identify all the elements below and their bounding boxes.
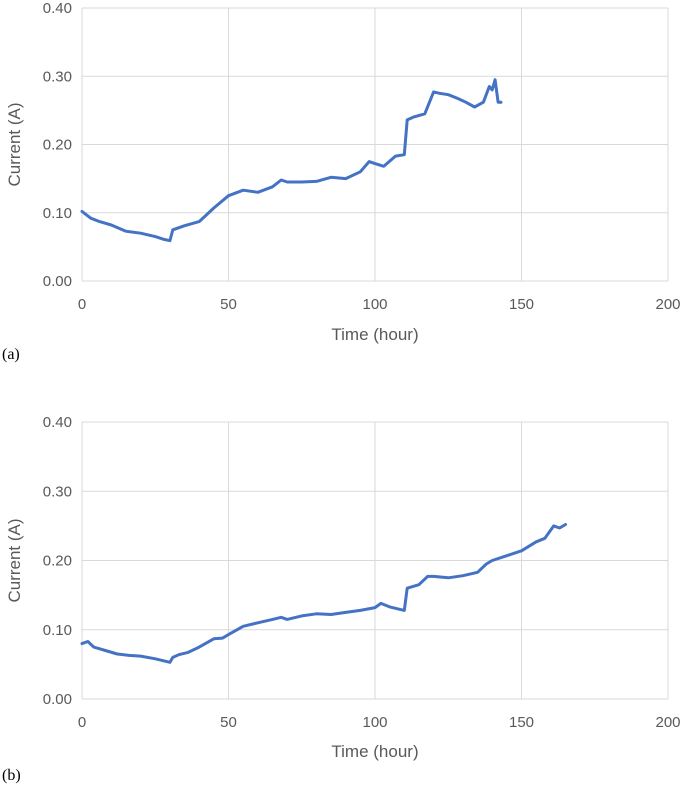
x-tick-label: 0 <box>78 714 86 731</box>
panel-label-a: (a) <box>2 346 20 363</box>
y-tick-label: 0.20 <box>43 137 72 154</box>
y-tick-label: 0.00 <box>43 273 72 290</box>
y-tick-label: 0.20 <box>43 553 72 570</box>
y-axis-title: Current (A) <box>5 518 24 602</box>
chart-b: 0.00 0.10 0.20 0.30 0.40 0 50 100 150 200 Time (ho… <box>5 414 681 761</box>
x-tick-label: 150 <box>509 714 534 731</box>
chart-panel-a: 0.00 0.10 0.20 0.30 0.40 0 50 100 150 200 Time (ho… <box>0 0 685 370</box>
chart-panel-b: 0.00 0.10 0.20 0.30 0.40 0 50 100 150 200 Time (ho… <box>0 405 685 785</box>
x-tick-label: 150 <box>509 296 534 313</box>
x-tick-label: 200 <box>655 296 680 313</box>
y-tick-label: 0.00 <box>43 691 72 708</box>
y-tick-label: 0.10 <box>43 622 72 639</box>
y-tick-label: 0.40 <box>43 414 72 431</box>
x-tick-label: 200 <box>655 714 680 731</box>
y-axis-title: Current (A) <box>5 102 24 186</box>
x-axis-title: Time (hour) <box>331 325 418 344</box>
y-tick-label: 0.30 <box>43 68 72 85</box>
panel-label-b: (b) <box>2 767 21 784</box>
x-tick-label: 0 <box>78 296 86 313</box>
chart-a: 0.00 0.10 0.20 0.30 0.40 0 50 100 150 200 Time (ho… <box>5 0 681 344</box>
x-tick-label: 50 <box>220 296 237 313</box>
y-tick-label: 0.30 <box>43 483 72 500</box>
x-tick-label: 100 <box>362 296 387 313</box>
series-line <box>80 78 503 243</box>
series-line <box>80 523 567 664</box>
y-tick-label: 0.10 <box>43 205 72 222</box>
x-axis-title: Time (hour) <box>331 742 418 761</box>
y-tick-label: 0.40 <box>43 0 72 17</box>
x-tick-label: 50 <box>220 714 237 731</box>
x-tick-label: 100 <box>362 714 387 731</box>
